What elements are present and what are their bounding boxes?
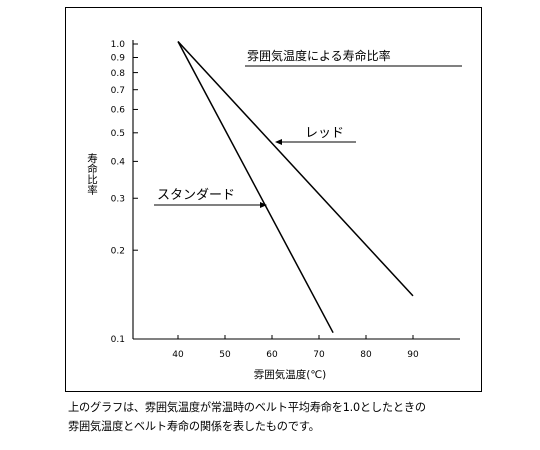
series-line-standard — [177, 41, 334, 334]
series-label-standard: スタンダード — [157, 188, 235, 203]
x-tick-label: 70 — [313, 350, 325, 360]
y-axis-title: 寿命比率 — [86, 152, 98, 196]
chart: 1.0 0.9 0.8 0.7 0.6 0.5 0.4 0.3 0.2 0.1 40 50 60 70 80… — [86, 40, 462, 381]
x-axis-title: 雰囲気温度(℃) — [254, 368, 327, 381]
y-tick-label: 0.8 — [111, 69, 126, 79]
caption-line-1: 上のグラフは、雰囲気温度が常温時のベルト平均寿命を1.0としたときの — [68, 401, 426, 414]
y-tick-label: 0.2 — [111, 246, 125, 256]
x-tick-label: 40 — [172, 350, 184, 360]
x-tick-label: 80 — [360, 350, 372, 360]
series-label-red: レッド — [305, 126, 344, 141]
caption: 上のグラフは、雰囲気温度が常温時のベルト平均寿命を1.0としたときの 雰囲気温度… — [68, 398, 538, 436]
y-tick-label: 0.3 — [111, 194, 125, 204]
chart-title: 雰囲気温度による寿命比率 — [247, 48, 391, 63]
y-tick-label: 0.6 — [111, 106, 126, 116]
series-line-red — [177, 40, 414, 297]
y-tick-label: 0.1 — [111, 335, 125, 345]
y-tick-label: 1.0 — [111, 40, 126, 50]
x-tick-label: 90 — [407, 350, 419, 360]
y-tick-label: 0.9 — [111, 54, 126, 64]
y-tick-label: 0.4 — [111, 158, 126, 168]
x-tick-label: 50 — [219, 350, 231, 360]
x-tick-label: 60 — [266, 350, 278, 360]
chart-frame — [65, 7, 482, 392]
y-tick-label: 0.7 — [111, 86, 125, 96]
y-tick-label: 0.5 — [111, 129, 125, 139]
caption-line-2: 雰囲気温度とベルト寿命の関係を表したものです。 — [68, 420, 320, 433]
